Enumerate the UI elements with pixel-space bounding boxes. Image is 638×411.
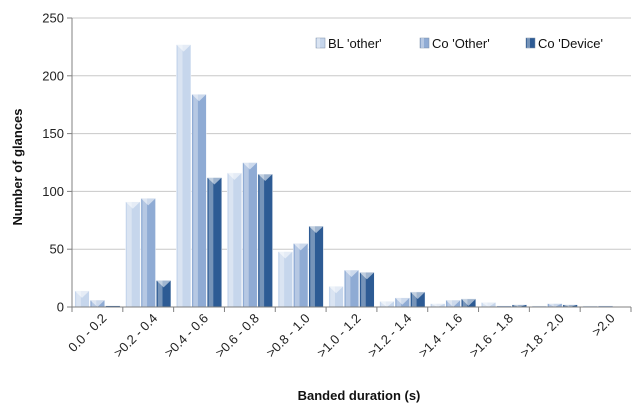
y-tick-label: 0 bbox=[57, 300, 64, 315]
bar bbox=[125, 201, 141, 308]
axes bbox=[71, 18, 632, 312]
x-tick-label: >1.2 - 1.4 bbox=[365, 311, 415, 361]
bar bbox=[394, 297, 410, 308]
bar bbox=[293, 243, 309, 308]
x-tick-label: >1.0 - 1.2 bbox=[314, 311, 364, 361]
x-tick-label: >1.8 - 2.0 bbox=[517, 311, 567, 361]
bar bbox=[176, 44, 192, 308]
bar bbox=[344, 269, 360, 308]
y-tick-label: 50 bbox=[50, 242, 64, 257]
bar bbox=[74, 290, 90, 308]
bar bbox=[328, 285, 344, 308]
x-tick-label: >0.4 - 0.6 bbox=[161, 311, 211, 361]
bar bbox=[430, 303, 446, 308]
bar bbox=[140, 198, 156, 308]
x-tick-label: >0.2 - 0.4 bbox=[111, 311, 161, 361]
y-tick-labels: 0 50 100 150 200 250 bbox=[42, 11, 64, 315]
bars bbox=[74, 44, 614, 308]
y-tick-label: 100 bbox=[42, 184, 64, 199]
legend-item: BL 'other' bbox=[315, 36, 382, 51]
x-tick-label: >1.4 - 1.6 bbox=[416, 311, 466, 361]
legend-swatch bbox=[419, 37, 430, 49]
y-axis-title: Number of glances bbox=[10, 108, 25, 225]
legend-swatch bbox=[525, 37, 536, 49]
x-tick-label: >2.0 bbox=[589, 311, 618, 340]
gridlines bbox=[67, 17, 631, 308]
bar bbox=[379, 301, 395, 308]
x-tick-labels: 0.0 - 0.2 >0.2 - 0.4 >0.4 - 0.6 >0.6 - 0.8 >… bbox=[65, 311, 618, 361]
bar bbox=[547, 303, 563, 308]
y-tick-label: 150 bbox=[42, 126, 64, 141]
bar bbox=[410, 291, 426, 308]
legend-swatch bbox=[315, 37, 326, 49]
x-tick-label: >0.8 - 1.0 bbox=[263, 311, 313, 361]
bar bbox=[191, 94, 207, 308]
x-tick-label: >1.6 - 1.8 bbox=[466, 311, 516, 361]
y-tick-label: 200 bbox=[42, 68, 64, 83]
x-tick-label: 0.0 - 0.2 bbox=[65, 311, 109, 355]
bar bbox=[277, 251, 293, 308]
bar bbox=[206, 177, 222, 308]
legend-item: Co 'Device' bbox=[525, 36, 603, 51]
bar bbox=[481, 302, 497, 308]
bar bbox=[89, 299, 105, 308]
bar bbox=[257, 173, 273, 308]
x-tick-label: >0.6 - 0.8 bbox=[212, 311, 262, 361]
bar bbox=[359, 272, 375, 308]
bar bbox=[308, 225, 324, 308]
bar bbox=[156, 280, 172, 308]
bar bbox=[226, 172, 242, 308]
bar bbox=[242, 162, 258, 308]
legend-label: Co 'Other' bbox=[432, 36, 490, 51]
legend-label: Co 'Device' bbox=[538, 36, 603, 51]
legend: BL 'other' Co 'Other' Co 'Device' bbox=[315, 36, 603, 51]
x-axis-title: Banded duration (s) bbox=[298, 388, 421, 403]
bar bbox=[461, 298, 477, 308]
legend-label: BL 'other' bbox=[328, 36, 382, 51]
bar bbox=[445, 299, 461, 308]
legend-item: Co 'Other' bbox=[419, 36, 490, 51]
y-tick-label: 250 bbox=[42, 11, 64, 26]
